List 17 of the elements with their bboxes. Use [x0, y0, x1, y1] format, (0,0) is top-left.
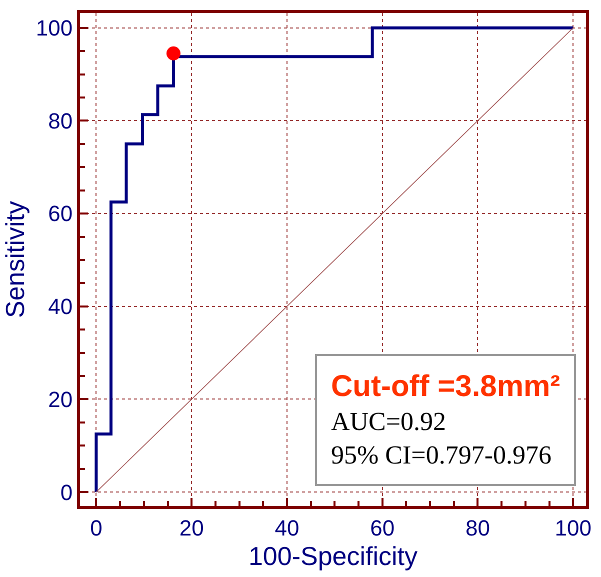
x-tick-label: 40 [274, 515, 300, 540]
annotation: AUC=0.92 [331, 406, 446, 436]
y-tick-label: 80 [48, 108, 73, 134]
x-tick-label: 60 [370, 515, 395, 540]
y-tick-label: 0 [60, 480, 73, 505]
y-tick-label: 40 [48, 294, 73, 320]
annotation: Cut-off =3.8mm² [331, 370, 560, 403]
annotation: 95% CI=0.797-0.976 [331, 440, 552, 470]
x-tick-label: 100 [554, 515, 592, 540]
y-tick-label: 60 [48, 201, 73, 226]
y-axis-title: Sensitivity [0, 200, 30, 318]
x-axis-title: 100-Specificity [248, 541, 418, 572]
y-tick-label: 100 [36, 16, 73, 41]
x-tick-label: 0 [90, 515, 102, 540]
x-tick-label: 80 [466, 515, 490, 540]
y-tick-label: 20 [48, 386, 73, 412]
x-tick-label: 20 [179, 515, 204, 540]
